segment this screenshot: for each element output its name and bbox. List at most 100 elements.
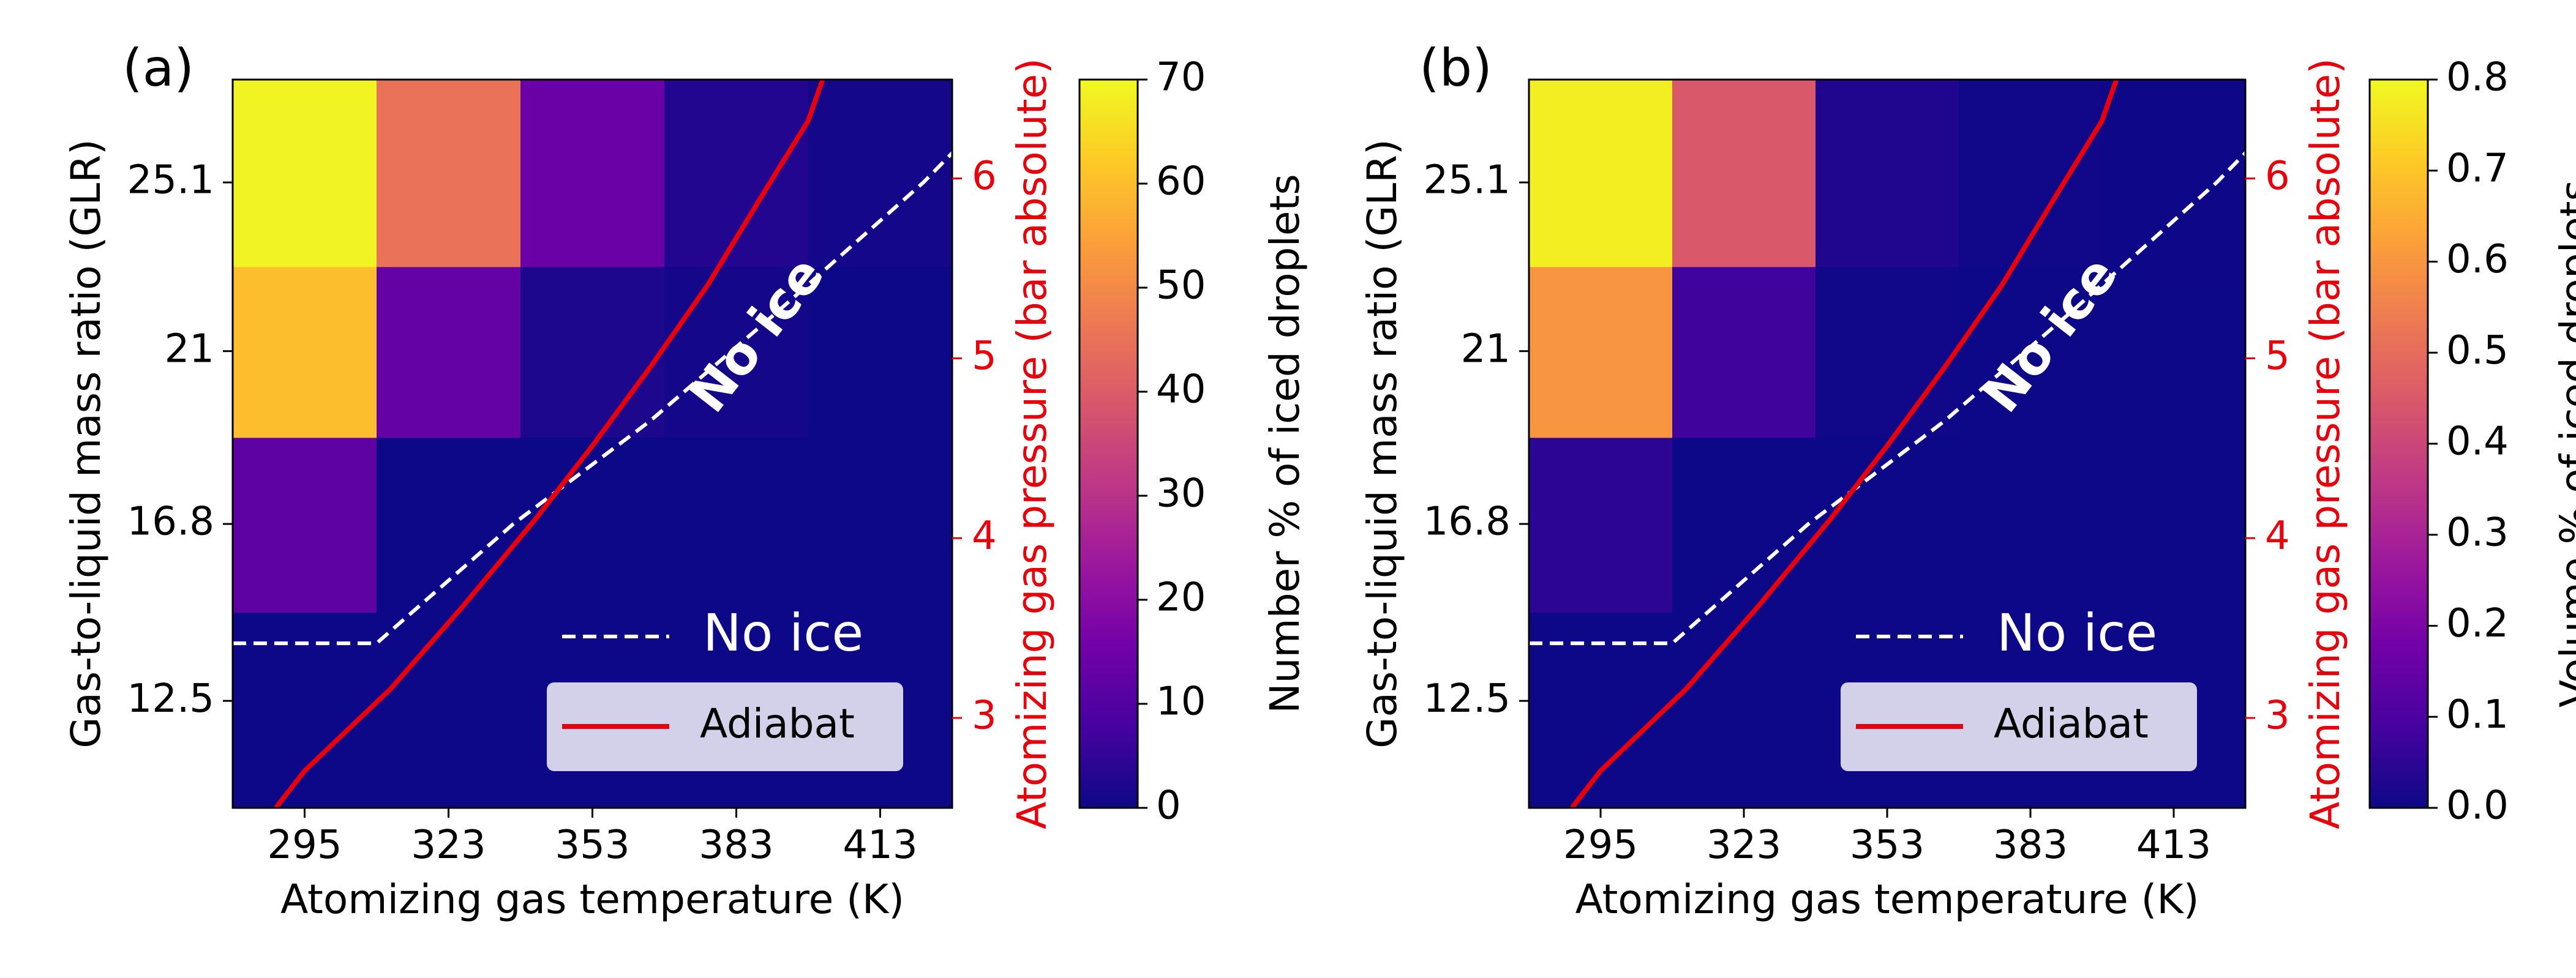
- y2-tick-label: 4: [2265, 513, 2290, 559]
- y2-tick-label: 3: [2265, 693, 2290, 739]
- y2-axis-label: Atomizing gas pressure (bar absolute): [1008, 58, 1056, 829]
- x-tick-label: 413: [843, 823, 917, 868]
- heatmap-cell: [1672, 266, 1816, 438]
- heatmap-cell: [2102, 80, 2245, 267]
- y2-axis-label: Atomizing gas pressure (bar absolute): [2302, 58, 2349, 829]
- y2-tick-label: 5: [2265, 334, 2290, 379]
- heatmap-cell: [377, 612, 521, 808]
- colorbar-tick-label: 60: [1156, 159, 1206, 204]
- y2-tick-label: 3: [972, 693, 997, 739]
- heatmap-cell: [377, 437, 521, 613]
- y2-tick-label: 4: [972, 513, 997, 559]
- y-tick-label: 16.8: [127, 499, 215, 545]
- x-tick-label: 295: [1563, 823, 1638, 868]
- heatmap-cell: [233, 266, 377, 438]
- heatmap-cell: [1816, 266, 1959, 438]
- colorbar-tick-label: 0.7: [2446, 146, 2509, 191]
- legend-no-ice-label: No ice: [1997, 603, 2157, 663]
- heatmap-cell: [664, 266, 809, 438]
- heatmap-cell: [520, 437, 665, 613]
- y-tick-label: 12.5: [1424, 676, 1511, 722]
- colorbar-tick-label: 20: [1156, 575, 1206, 621]
- colorbar-tick-label: 0: [1156, 783, 1181, 829]
- colorbar-tick-label: 0.6: [2446, 237, 2509, 282]
- colorbar-tick-label: 0.0: [2446, 783, 2509, 829]
- x-tick-label: 413: [2136, 823, 2211, 868]
- x-tick-label: 323: [1707, 823, 1781, 868]
- colorbar-tick-label: 0.2: [2446, 601, 2509, 646]
- heatmap-cell: [664, 437, 809, 613]
- y2-tick-label: 6: [972, 154, 997, 199]
- x-axis-label: Atomizing gas temperature (K): [280, 876, 904, 923]
- heatmap-cell: [520, 266, 665, 438]
- heatmap-cell: [1672, 437, 1816, 613]
- heatmap-cell: [520, 80, 665, 267]
- heatmap-cell: [377, 266, 521, 438]
- heatmap-cell: [233, 80, 377, 267]
- legend: No ice Adiabat: [547, 603, 903, 771]
- y-axis-label: Gas-to-liquid mass ratio (GLR): [62, 139, 110, 748]
- heatmap-cell: [808, 80, 952, 267]
- colorbar: [2368, 78, 2429, 809]
- heatmap-cell: [1959, 266, 2103, 438]
- no-ice-boundary-line: [1529, 150, 2245, 646]
- colorbar-tick-label: 0.8: [2446, 55, 2509, 100]
- heatmap-cell: [233, 437, 377, 613]
- x-tick-label: 323: [411, 823, 486, 868]
- legend: No ice Adiabat: [1841, 603, 2197, 771]
- colorbar-tick-label: 70: [1156, 55, 1206, 100]
- y-tick-label: 25.1: [1424, 158, 1511, 203]
- heatmap-cell: [2102, 437, 2245, 613]
- heatmap-cell: [808, 437, 952, 613]
- colorbar: [1078, 78, 1139, 809]
- y2-tick-label: 5: [972, 334, 997, 379]
- heatmap-cell: [2102, 266, 2245, 438]
- colorbar-tick-label: 0.5: [2446, 328, 2509, 373]
- legend-box: [1841, 682, 2197, 771]
- heatmap-cell: [1672, 80, 1816, 267]
- legend-no-ice-label: No ice: [703, 603, 863, 663]
- colorbar-tick-label: 50: [1156, 263, 1206, 308]
- colorbar-label: Number % of iced droplets: [1261, 174, 1309, 714]
- colorbar-tick-label: 0.4: [2446, 419, 2509, 465]
- adiabat-line: [274, 80, 825, 808]
- heatmap-cell: [1529, 80, 1673, 267]
- legend-adiabat-label: Adiabat: [1994, 700, 2149, 747]
- x-tick-label: 353: [555, 823, 629, 868]
- y-tick-label: 25.1: [127, 158, 215, 203]
- heatmap-cell: [377, 80, 521, 267]
- legend-adiabat-label: Adiabat: [700, 700, 855, 747]
- heatmap-cell: [808, 266, 952, 438]
- colorbar-tick-label: 10: [1156, 679, 1206, 725]
- x-tick-label: 383: [699, 823, 773, 868]
- y-axis-label: Gas-to-liquid mass ratio (GLR): [1359, 139, 1406, 748]
- y-tick-label: 12.5: [127, 676, 215, 722]
- heatmap-cell: [1816, 437, 1959, 613]
- x-tick-label: 353: [1850, 823, 1924, 868]
- x-tick-label: 295: [267, 823, 342, 868]
- y-tick-label: 21: [165, 326, 214, 371]
- colorbar-label: Volume % of iced droplets: [2552, 180, 2576, 707]
- heatmap-cell: [1816, 80, 1959, 267]
- heatmap-cell: [1672, 612, 1816, 808]
- x-axis-label: Atomizing gas temperature (K): [1575, 876, 2199, 923]
- y2-tick-label: 6: [2265, 154, 2290, 199]
- x-tick-label: 383: [1993, 823, 2068, 868]
- colorbar-tick-label: 30: [1156, 471, 1206, 517]
- heatmap-cell: [1529, 437, 1673, 613]
- heatmap-cell: [1529, 266, 1673, 438]
- panel-label: (b): [1419, 38, 1492, 98]
- heatmap-cell: [1959, 437, 2103, 613]
- y-tick-label: 21: [1461, 326, 1511, 371]
- no-ice-boundary-line: [233, 150, 952, 646]
- panel-label: (a): [122, 38, 194, 98]
- colorbar-tick-label: 0.3: [2446, 510, 2509, 555]
- heatmap-cells: [1529, 80, 2245, 808]
- colorbar-tick-label: 40: [1156, 367, 1206, 412]
- legend-box: [547, 682, 903, 771]
- y-tick-label: 16.8: [1424, 499, 1511, 545]
- adiabat-line: [1570, 80, 2119, 808]
